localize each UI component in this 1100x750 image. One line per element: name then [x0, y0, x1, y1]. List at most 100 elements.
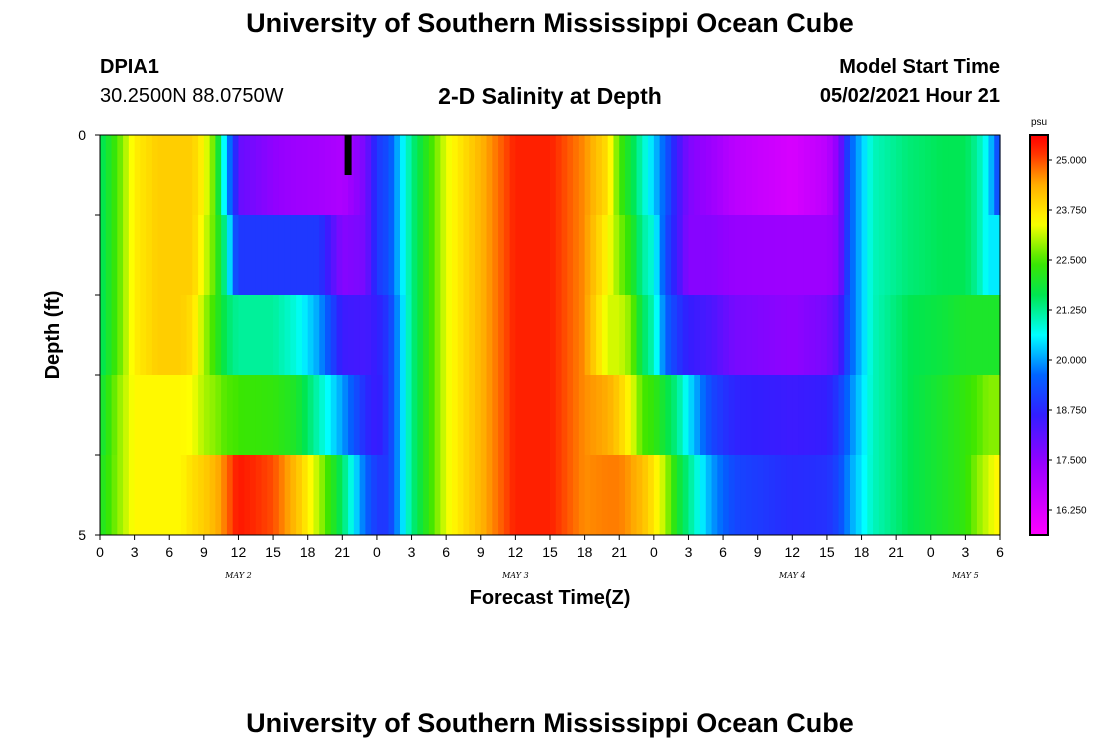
heatmap-cell	[169, 295, 176, 376]
heatmap-cell	[792, 455, 799, 536]
heatmap-cell	[480, 375, 488, 456]
heatmap-cell	[140, 455, 147, 536]
heatmap-cell	[850, 375, 857, 456]
heatmap-cell	[751, 295, 759, 376]
heatmap-cell	[180, 375, 188, 456]
colorbar-tick-label: 23.750	[1056, 206, 1087, 217]
heatmap-cell	[532, 295, 540, 376]
heatmap-cell	[428, 455, 436, 536]
heatmap-cell	[838, 215, 845, 296]
heatmap-cell	[469, 375, 476, 456]
heatmap-cell	[740, 135, 747, 216]
heatmap-cell	[873, 455, 880, 536]
heatmap-cell	[353, 455, 361, 536]
heatmap-cell	[238, 455, 245, 536]
heatmap-cell	[128, 455, 136, 536]
heatmap-cell	[105, 455, 113, 536]
heatmap-cell	[319, 455, 326, 536]
heatmap-cell	[180, 455, 188, 536]
heatmap-cell	[105, 375, 113, 456]
heatmap-cell	[394, 135, 401, 216]
x-axis-ticks: 0 3 6 9 12 15 18 21 0 3 6 9 12 15 18 21 0 3 6 9 12 15 18 21 0 3 6	[96, 535, 1004, 560]
heatmap-cell	[855, 455, 863, 536]
heatmap-cell	[751, 215, 759, 296]
heatmap-cell	[942, 455, 949, 536]
heatmap-cell	[890, 135, 897, 216]
x-tick-label: 6	[996, 544, 1004, 560]
heatmap-cell	[221, 375, 228, 456]
heatmap-cell	[128, 375, 136, 456]
heatmap-cell	[307, 215, 315, 296]
heatmap-cell	[134, 135, 141, 216]
heatmap-cell	[463, 135, 470, 216]
heatmap-cell	[850, 135, 857, 216]
heatmap-cell	[555, 295, 563, 376]
heatmap-cell	[509, 295, 516, 376]
heatmap-cell	[948, 215, 955, 296]
heatmap-cell	[855, 295, 863, 376]
heatmap-cell	[278, 215, 286, 296]
heatmap-cell	[307, 135, 315, 216]
heatmap-cell	[717, 215, 724, 296]
heatmap-cell	[867, 135, 874, 216]
heatmap-cell	[475, 135, 482, 216]
heatmap-cell	[376, 375, 384, 456]
heatmap-cell	[382, 375, 390, 456]
heatmap-cell	[353, 295, 361, 376]
heatmap-cell	[815, 135, 822, 216]
heatmap-cell	[146, 295, 153, 376]
heatmap-cell	[878, 215, 886, 296]
heatmap-cell	[244, 295, 251, 376]
heatmap-cell	[982, 375, 990, 456]
heatmap-cell	[532, 135, 540, 216]
heatmap-cell	[855, 135, 863, 216]
heatmap-cell	[930, 455, 938, 536]
heatmap-cell	[936, 135, 943, 216]
heatmap-cell	[388, 135, 395, 216]
heatmap-cell	[705, 135, 713, 216]
heatmap-cell	[567, 455, 574, 536]
y-axis-ticks: 05	[78, 127, 100, 543]
heatmap-cell	[723, 295, 730, 376]
footer-title: University of Southern Mississippi Ocean…	[246, 708, 854, 738]
heatmap-cell	[348, 455, 355, 536]
heatmap-cell	[238, 215, 245, 296]
heatmap-cell	[550, 215, 557, 296]
heatmap-cell	[734, 295, 741, 376]
heatmap-cell	[919, 375, 926, 456]
heatmap-cell	[475, 215, 482, 296]
heatmap-cell	[567, 135, 574, 216]
heatmap-cell	[919, 455, 926, 536]
heatmap-cell	[348, 215, 355, 296]
heatmap-cell	[878, 135, 886, 216]
heatmap-cell	[440, 135, 447, 216]
heatmap-cell	[186, 455, 193, 536]
heatmap-cell	[815, 215, 822, 296]
heatmap-cell	[486, 215, 493, 296]
heatmap-cell	[313, 135, 320, 216]
heatmap-cell	[896, 135, 903, 216]
heatmap-cell	[930, 215, 938, 296]
heatmap-cell	[573, 135, 580, 216]
heatmap-cell	[573, 375, 580, 456]
heatmap-cell	[186, 375, 193, 456]
heatmap-cell	[446, 455, 453, 536]
heatmap-cell	[353, 215, 361, 296]
heatmap-cell	[751, 135, 759, 216]
heatmap-cell	[573, 455, 580, 536]
heatmap-cell	[509, 455, 516, 536]
heatmap-cell	[238, 135, 245, 216]
heatmap-cell	[988, 215, 995, 296]
heatmap-cell	[965, 375, 972, 456]
heatmap-cell	[250, 215, 257, 296]
heatmap-cell	[584, 375, 591, 456]
heatmap-cell	[140, 375, 147, 456]
heatmap-cell	[613, 295, 620, 376]
heatmap-cell	[769, 215, 776, 296]
heatmap-cell	[913, 375, 920, 456]
heatmap-cell	[625, 215, 632, 296]
heatmap-cell	[590, 215, 597, 296]
heatmap-cell	[734, 135, 741, 216]
heatmap-cell	[278, 375, 286, 456]
heatmap-cell	[942, 295, 949, 376]
